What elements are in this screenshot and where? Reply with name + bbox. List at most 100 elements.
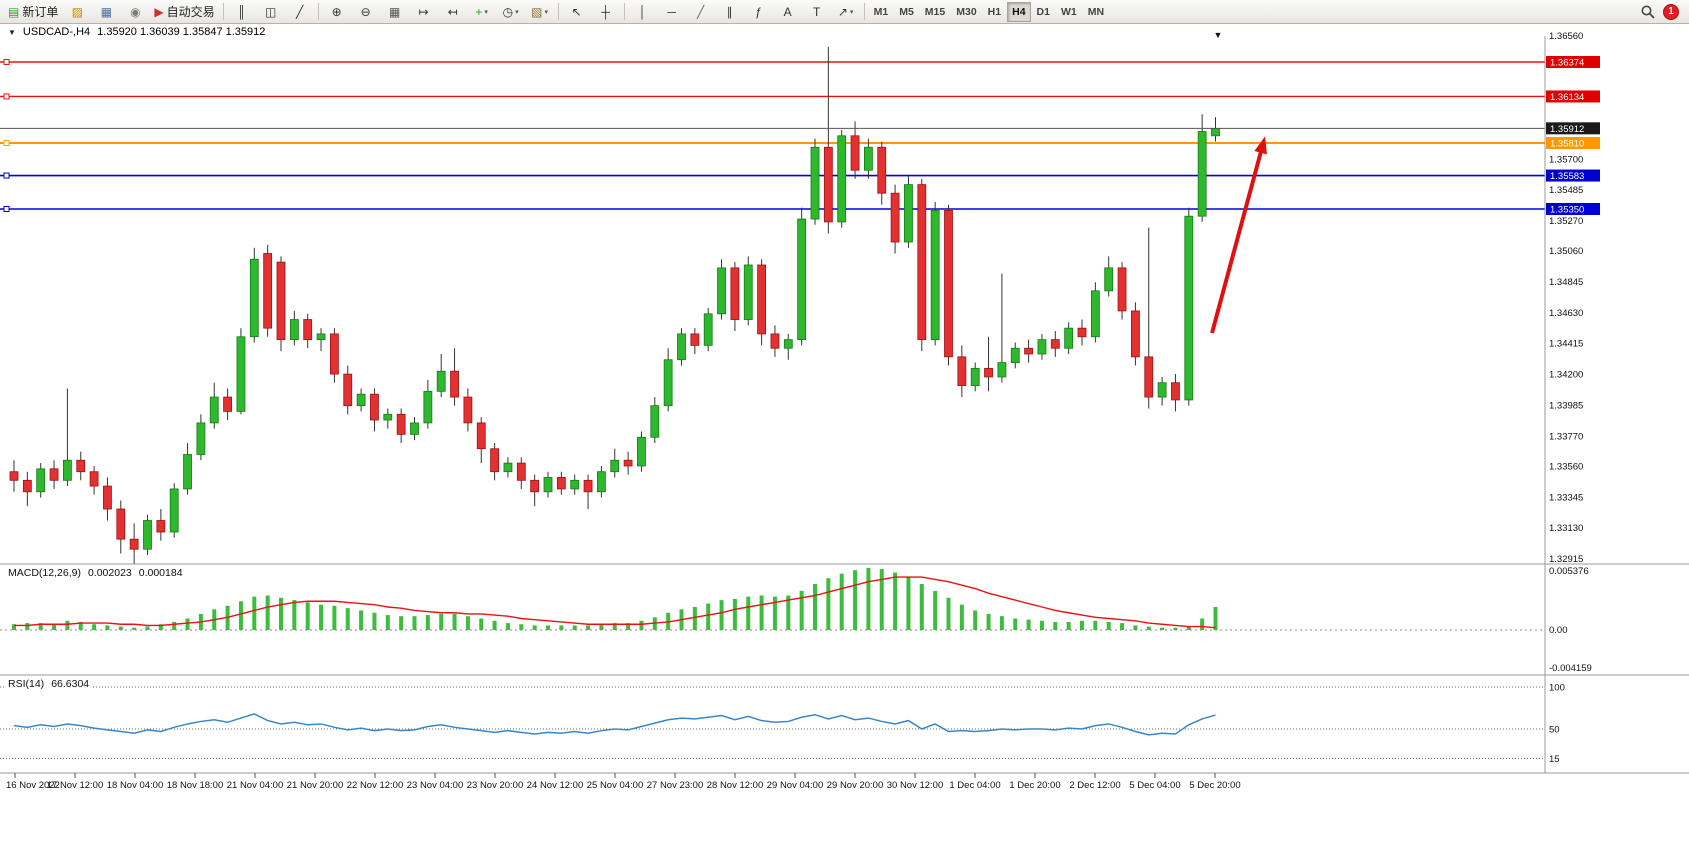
macd-bar: [479, 618, 484, 630]
candle-body: [463, 396, 473, 424]
search-icon[interactable]: [1640, 4, 1656, 20]
horizontal-lines[interactable]: [0, 59, 1545, 212]
tile-windows-icon[interactable]: ▦: [381, 1, 409, 23]
macd-bar: [1146, 626, 1151, 630]
macd-bar: [1106, 621, 1111, 630]
candle-body: [984, 367, 993, 378]
line-handle[interactable]: [3, 139, 10, 146]
periods-button[interactable]: ◷ ▾: [497, 1, 525, 23]
collapse-chart-icon[interactable]: ▼: [8, 27, 16, 37]
candle-body: [1104, 267, 1114, 292]
candle-body: [276, 261, 286, 341]
tile-windows-icon: ▦: [388, 4, 401, 19]
macd-bar: [345, 608, 350, 630]
candle-body: [957, 356, 967, 386]
timeframe-w1[interactable]: W1: [1060, 5, 1077, 18]
line-handle[interactable]: [3, 59, 10, 65]
zoom-in-icon[interactable]: ⊕: [323, 1, 351, 23]
indicators-button[interactable]: + ▾: [468, 1, 496, 23]
candle-body: [637, 436, 646, 467]
cursor-icon[interactable]: ↖: [563, 1, 591, 23]
arrow-shaft[interactable]: [1210, 143, 1265, 334]
text-label-icon[interactable]: T: [803, 1, 831, 23]
timeframe-m5[interactable]: M5: [899, 5, 914, 18]
time-axis-label: 1 Dec 04:00: [949, 780, 1000, 791]
price-badge: [1546, 90, 1600, 103]
macd-bar: [12, 624, 16, 630]
chart-shift-icon[interactable]: ↤: [439, 1, 467, 23]
timeframe-d1[interactable]: D1: [1036, 5, 1050, 18]
fibonacci-icon: ƒ: [755, 4, 762, 19]
macd-bar: [1093, 620, 1098, 630]
toolbar-separator: [863, 3, 865, 20]
candle-body: [169, 488, 179, 533]
play-icon: ▶: [154, 4, 164, 19]
macd-bar: [25, 623, 30, 630]
candle-body: [423, 390, 433, 424]
notification-badge[interactable]: 1: [1663, 3, 1679, 20]
auto-scroll-icon[interactable]: ↦: [410, 1, 438, 23]
templates-button[interactable]: ▧ ▾: [526, 1, 554, 23]
text-icon[interactable]: A: [774, 1, 802, 23]
macd-bar: [1120, 623, 1125, 630]
macd-bar: [292, 600, 297, 630]
line-chart-icon[interactable]: ╱: [286, 1, 314, 23]
rsi-value: 66.6304: [51, 678, 90, 690]
trend-arrow-annotation[interactable]: [1210, 136, 1267, 334]
timeframe-mn[interactable]: MN: [1087, 5, 1105, 18]
line-handle[interactable]: [3, 172, 10, 179]
price-axis-label: 1.34415: [1549, 339, 1583, 350]
timeframe-m30[interactable]: M30: [956, 5, 977, 18]
macd-bar: [1013, 618, 1018, 630]
macd-bar: [706, 603, 711, 630]
rsi-line: [13, 713, 1216, 736]
chart-window[interactable]: 1.36560 1.35700 1.35485 1.35270 1.35060 1.348…: [0, 24, 1689, 861]
autotrade-button[interactable]: ▶ 自动交易: [150, 1, 218, 23]
macd-bar: [546, 625, 550, 630]
chart-shift-marker-icon[interactable]: ▼: [1214, 30, 1223, 40]
timeframe-m1[interactable]: M1: [873, 5, 889, 18]
rsi-axis-label: 100: [1549, 683, 1565, 694]
sound-icon[interactable]: ◉: [121, 1, 149, 23]
new-order-button[interactable]: ▤ 新订单: [4, 1, 62, 23]
chart-canvas[interactable]: 1.36560 1.35700 1.35485 1.35270 1.35060 1.348…: [0, 24, 1689, 861]
trendline-icon[interactable]: ╱: [687, 1, 715, 23]
price-axis-label: 1.34845: [1549, 277, 1583, 288]
macd-bar: [132, 627, 137, 630]
vertical-line-icon[interactable]: │: [629, 1, 657, 23]
toolbar-separator: [623, 3, 625, 20]
horizontal-line-icon[interactable]: ─: [658, 1, 686, 23]
macd-bar: [999, 616, 1004, 630]
price-badge-label: 1.35583: [1550, 171, 1584, 182]
candle-body: [183, 454, 192, 490]
line-handle[interactable]: [3, 205, 10, 212]
market-watch-icon[interactable]: ▦: [92, 1, 120, 23]
candle-body: [663, 359, 673, 407]
zoom-out-icon[interactable]: ⊖: [352, 1, 380, 23]
rsi-axis-label: 50: [1549, 725, 1560, 736]
profiles-icon[interactable]: ▨: [63, 1, 91, 23]
macd-bar: [505, 623, 510, 630]
candlestick-chart-icon[interactable]: ◫: [257, 1, 285, 23]
indicator-axes: 0.005376 0.00 -0.004159 100 50 15: [1549, 566, 1592, 765]
fibonacci-icon[interactable]: ƒ: [745, 1, 773, 23]
channel-icon[interactable]: ∥: [716, 1, 744, 23]
macd-bar: [599, 624, 604, 630]
time-axis-label: 16 Nov 2022: [6, 780, 60, 791]
candle-body: [63, 459, 72, 481]
bar-chart-icon[interactable]: ║: [228, 1, 256, 23]
cursor-icon: ↖: [571, 4, 582, 19]
new-order-button-label: 新订单: [22, 5, 59, 19]
line-handle[interactable]: [3, 93, 10, 100]
macd-bar: [185, 618, 190, 630]
price-badge-label: 1.36134: [1550, 92, 1584, 103]
timeframe-h1[interactable]: H1: [987, 5, 1002, 18]
candle-body: [1171, 382, 1180, 401]
timeframe-m15[interactable]: M15: [924, 5, 946, 18]
timeframe-h4[interactable]: H4: [1007, 1, 1031, 22]
arrows-tool-button[interactable]: ↗ ▾: [832, 1, 860, 23]
crosshair-icon[interactable]: ┼: [592, 1, 620, 23]
price-axis[interactable]: 1.36560 1.35700 1.35485 1.35270 1.35060 1.348…: [1546, 31, 1600, 565]
new-order-icon: ▤: [8, 4, 20, 19]
